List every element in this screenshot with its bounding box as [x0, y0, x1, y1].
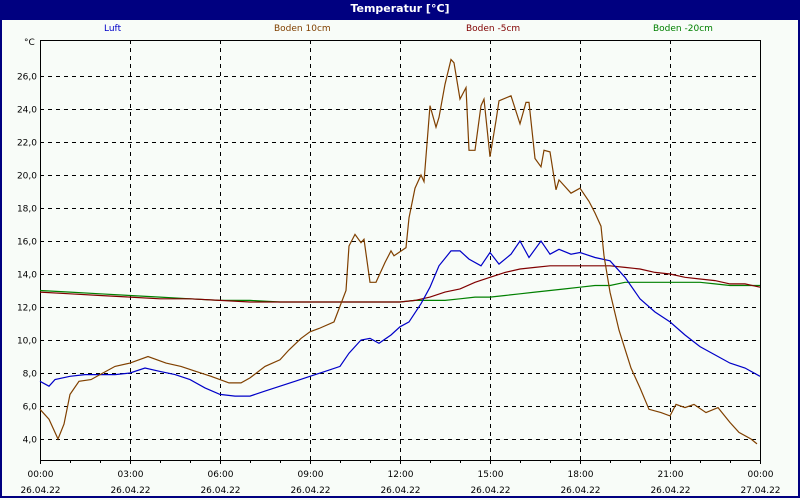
- y-tick-label: 18,0: [17, 205, 37, 215]
- y-tick-label: 8,0: [23, 370, 38, 380]
- y-tick-label: 26,0: [17, 73, 37, 83]
- window-title: Temperatur [°C]: [0, 0, 800, 20]
- legend-boden-minus-20cm: Boden -20cm: [653, 24, 713, 34]
- series-boden-5cm: [39, 265, 761, 303]
- x-tick-date: 26.04.22: [470, 486, 510, 496]
- y-tick-label: 10,0: [17, 337, 37, 347]
- x-tick-time: 18:00: [568, 470, 594, 480]
- y-tick-label: 22,0: [17, 139, 37, 149]
- x-tick-time: 06:00: [208, 470, 234, 480]
- x-tick-time: 12:00: [388, 470, 414, 480]
- plot-area: [40, 40, 761, 461]
- x-tick-time: 21:00: [658, 470, 684, 480]
- x-tick-date: 26.04.22: [380, 486, 420, 496]
- legend-boden-minus-5cm: Boden -5cm: [466, 24, 521, 34]
- x-tick-time: 03:00: [118, 470, 144, 480]
- x-tick-date: 26.04.22: [200, 486, 240, 496]
- series-luft: [39, 239, 761, 397]
- x-tick-time: 15:00: [478, 470, 504, 480]
- y-tick-label: 20,0: [17, 172, 37, 182]
- y-axis-unit: °C: [24, 38, 35, 48]
- x-tick-date: 26.04.22: [20, 486, 60, 496]
- series-boden-10cm: [39, 58, 758, 445]
- y-tick-label: 12,0: [17, 304, 37, 314]
- x-tick-date: 26.04.22: [110, 486, 150, 496]
- legend-luft: Luft: [104, 24, 122, 34]
- x-tick-time: 00:00: [748, 470, 774, 480]
- x-tick-date: 27.04.22: [740, 486, 780, 496]
- y-tick-label: 14,0: [17, 271, 37, 281]
- legend-boden-10cm: Boden 10cm: [274, 24, 331, 34]
- y-tick-label: 24,0: [17, 106, 37, 116]
- x-tick-date: 26.04.22: [290, 486, 330, 496]
- x-tick-date: 26.04.22: [560, 486, 600, 496]
- y-tick-label: 4,0: [23, 436, 38, 446]
- y-tick-label: 6,0: [23, 403, 38, 413]
- y-tick-label: 16,0: [17, 238, 37, 248]
- x-tick-time: 00:00: [28, 470, 54, 480]
- x-tick-time: 09:00: [298, 470, 324, 480]
- x-tick-date: 26.04.22: [650, 486, 690, 496]
